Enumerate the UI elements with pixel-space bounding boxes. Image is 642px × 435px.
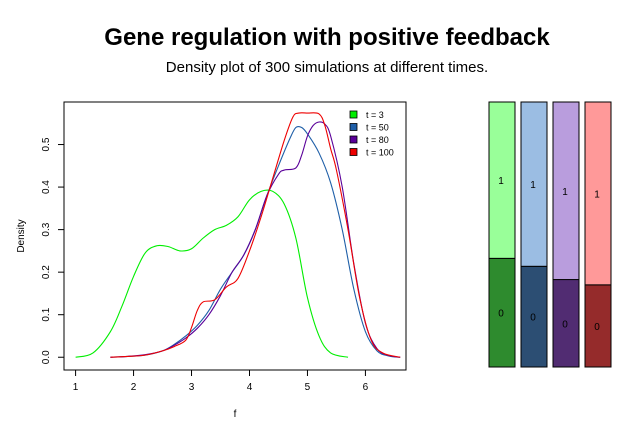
stacked-bar-3: 01 [552, 101, 580, 368]
bar-segment-label: 1 [562, 187, 568, 198]
bar-segment-0 [584, 284, 612, 368]
x-tick-label: 5 [305, 382, 311, 393]
legend: t = 3 t = 50 t = 80 t = 100 [349, 110, 394, 158]
legend-label-4: t = 100 [366, 148, 394, 158]
bar-segment-label: 0 [498, 309, 504, 320]
y-tick-label: 0.1 [41, 307, 52, 321]
density-line-3 [110, 121, 401, 358]
legend-swatch-4 [349, 148, 358, 156]
x-tick-label: 4 [247, 382, 253, 393]
density-line-4 [110, 112, 401, 358]
y-tick-label: 0.4 [41, 180, 52, 194]
bar-segment-label: 1 [594, 189, 600, 200]
y-tick-label: 0.3 [41, 222, 52, 236]
bar-segment-label: 1 [530, 180, 536, 191]
legend-swatch-1 [349, 110, 358, 119]
chart-subtitle: Density plot of 300 simulations at diffe… [165, 59, 489, 76]
density-line-2 [110, 125, 401, 358]
x-axis: 1 2 3 4 5 6 [73, 369, 369, 393]
bar-segment-1 [520, 101, 548, 267]
y-tick-label: 0.0 [41, 350, 52, 364]
density-line-1 [75, 189, 349, 358]
y-tick-label: 0.2 [41, 265, 52, 279]
bar-segment-0 [488, 257, 516, 368]
bar-segment-label: 0 [530, 313, 536, 324]
stacked-bar-2: 01 [520, 101, 548, 368]
bar-segment-label: 0 [594, 322, 600, 333]
y-axis-label: Density [16, 219, 27, 252]
legend-swatch-3 [349, 135, 358, 144]
stacked-bar-4: 01 [584, 101, 612, 368]
density-plot: 1 2 3 4 5 6 0.0 0.1 0.2 0.3 0.4 0.5 f Density t = … [16, 101, 407, 420]
stacked-bar-1: 01 [488, 101, 516, 368]
x-tick-label: 1 [73, 382, 79, 393]
bar-segment-1 [488, 101, 516, 259]
y-axis: 0.0 0.1 0.2 0.3 0.4 0.5 [41, 137, 65, 364]
bar-segment-1 [552, 101, 580, 281]
bar-segment-label: 1 [498, 176, 504, 187]
legend-label-3: t = 80 [366, 135, 389, 145]
x-tick-label: 3 [189, 382, 195, 393]
bar-segment-1 [584, 101, 612, 286]
legend-label-1: t = 3 [366, 110, 384, 120]
legend-label-2: t = 50 [366, 123, 389, 133]
x-tick-label: 2 [131, 382, 137, 393]
chart-title: Gene regulation with positive feedback [104, 24, 550, 51]
density-series [75, 112, 401, 358]
x-axis-label: f [234, 409, 237, 420]
x-tick-label: 6 [363, 382, 369, 393]
bar-segment-label: 0 [562, 319, 568, 330]
legend-swatch-2 [349, 123, 358, 131]
y-tick-label: 0.5 [41, 137, 52, 151]
